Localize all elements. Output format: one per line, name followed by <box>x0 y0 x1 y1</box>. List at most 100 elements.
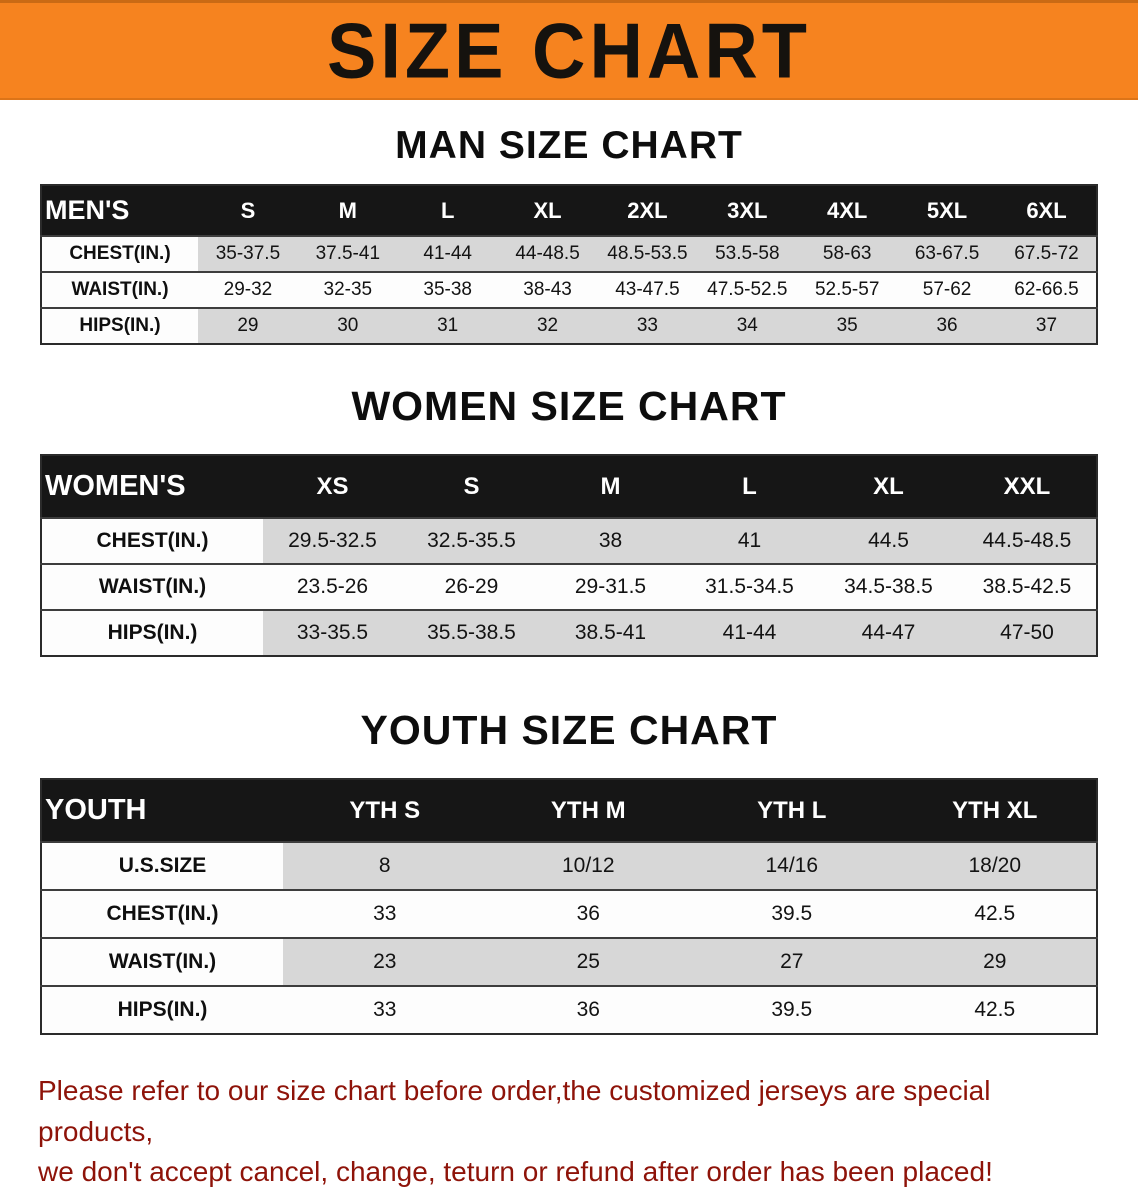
women-size-section: WOMEN SIZE CHART WOMEN'S XS S M L XL XXL CHEST(… <box>0 383 1138 657</box>
measurement-row-label: HIPS(IN.) <box>41 986 283 1034</box>
size-value-cell: 67.5-72 <box>997 236 1097 272</box>
size-column-header: XL <box>873 472 904 500</box>
size-value-cell: 42.5 <box>893 890 1097 938</box>
size-value-cell: 44-48.5 <box>497 236 598 272</box>
size-value-cell: 34 <box>697 308 798 344</box>
banner-title: SIZE CHART <box>327 6 811 94</box>
size-value-cell: 37 <box>997 308 1097 344</box>
size-value-cell: 44-47 <box>819 610 958 656</box>
size-value-cell: 53.5-58 <box>697 236 798 272</box>
measurement-row-label: HIPS(IN.) <box>41 610 263 656</box>
size-chart-banner: SIZE CHART <box>0 0 1138 100</box>
size-value-cell: 43-47.5 <box>597 272 698 308</box>
size-value-cell: 52.5-57 <box>797 272 898 308</box>
measurement-row-label: CHEST(IN.) <box>41 236 198 272</box>
youth-corner-label: YOUTH <box>45 794 147 826</box>
size-value-cell: 31.5-34.5 <box>680 564 819 610</box>
size-column-header: L <box>742 472 757 500</box>
size-value-cell: 39.5 <box>690 986 894 1034</box>
youth-size-section: YOUTH SIZE CHART YOUTH YTH S YTH M YTH L YTH… <box>0 707 1138 1035</box>
size-value-cell: 8 <box>283 842 487 890</box>
size-value-cell: 23 <box>283 938 487 986</box>
size-column-header: YTH S <box>349 796 421 824</box>
measurement-row: WAIST(IN.) 23 25 27 29 <box>41 938 1097 986</box>
size-value-cell: 23.5-26 <box>263 564 402 610</box>
size-value-cell: 44.5 <box>819 518 958 564</box>
size-column-header: XL <box>533 197 562 223</box>
size-column-header: S <box>240 197 256 223</box>
size-column-header: 4XL <box>827 197 868 223</box>
size-column-header: XXL <box>1003 472 1051 500</box>
size-value-cell: 32-35 <box>297 272 398 308</box>
size-column-header: YTH M <box>550 796 626 824</box>
size-value-cell: 37.5-41 <box>297 236 398 272</box>
size-value-cell: 36 <box>486 890 690 938</box>
size-value-cell: 42.5 <box>893 986 1097 1034</box>
size-value-cell: 35.5-38.5 <box>402 610 541 656</box>
size-column-header: 3XL <box>727 197 768 223</box>
size-value-cell: 36 <box>897 308 997 344</box>
women-size-table: WOMEN'S XS S M L XL XXL CHEST(IN.) 29.5-32.5 32.5… <box>40 454 1098 657</box>
youth-size-table: YOUTH YTH S YTH M YTH L YTH XL U.S.SIZE 8 10/12… <box>40 778 1098 1035</box>
size-column-header: 6XL <box>1026 197 1067 223</box>
size-value-cell: 39.5 <box>690 890 894 938</box>
measurement-row-label: CHEST(IN.) <box>41 518 263 564</box>
size-value-cell: 26-29 <box>402 564 541 610</box>
size-value-cell: 35-38 <box>397 272 498 308</box>
size-value-cell: 32 <box>497 308 598 344</box>
footer-line-1: Please refer to our size chart before or… <box>38 1075 991 1147</box>
size-value-cell: 34.5-38.5 <box>819 564 958 610</box>
size-value-cell: 33 <box>283 890 487 938</box>
measurement-row: CHEST(IN.) 29.5-32.5 32.5-35.5 38 41 44.5 44.5… <box>41 518 1097 564</box>
size-column-header: M <box>338 197 357 223</box>
measurement-row: WAIST(IN.) 29-32 32-35 35-38 38-43 43-47.5 47.… <box>41 272 1097 308</box>
men-size-table: MEN'S S M L XL 2XL 3XL 4XL 5XL 6XL CHEST(IN.) 35-37… <box>40 184 1098 345</box>
measurement-row-label: HIPS(IN.) <box>41 308 198 344</box>
size-column-header: 5XL <box>926 197 968 223</box>
men-section-heading: MAN SIZE CHART <box>395 124 743 167</box>
footer-line-2: we don't accept cancel, change, teturn o… <box>38 1156 993 1188</box>
measurement-row: CHEST(IN.) 35-37.5 37.5-41 41-44 44-48.5 48.5… <box>41 236 1097 272</box>
measurement-row: HIPS(IN.) 33 36 39.5 42.5 <box>41 986 1097 1034</box>
women-corner-label: WOMEN'S <box>45 470 186 502</box>
size-value-cell: 48.5-53.5 <box>597 236 698 272</box>
size-value-cell: 35-37.5 <box>198 236 298 272</box>
size-column-header: 2XL <box>627 197 668 223</box>
size-column-header: XS <box>316 472 349 500</box>
size-column-header: YTH XL <box>952 796 1038 824</box>
measurement-row: CHEST(IN.) 33 36 39.5 42.5 <box>41 890 1097 938</box>
size-value-cell: 38 <box>541 518 680 564</box>
size-value-cell: 29-31.5 <box>541 564 680 610</box>
size-value-cell: 38-43 <box>497 272 598 308</box>
size-value-cell: 33 <box>597 308 698 344</box>
size-value-cell: 29 <box>893 938 1097 986</box>
youth-header-row: YOUTH YTH S YTH M YTH L YTH XL <box>41 779 1097 842</box>
measurement-row: HIPS(IN.) 33-35.5 35.5-38.5 38.5-41 41-44 44-… <box>41 610 1097 656</box>
size-value-cell: 44.5-48.5 <box>958 518 1097 564</box>
size-value-cell: 63-67.5 <box>897 236 997 272</box>
size-value-cell: 38.5-41 <box>541 610 680 656</box>
measurement-row: U.S.SIZE 8 10/12 14/16 18/20 <box>41 842 1097 890</box>
women-header-row: WOMEN'S XS S M L XL XXL <box>41 455 1097 518</box>
measurement-row-label: U.S.SIZE <box>41 842 283 890</box>
women-section-heading: WOMEN SIZE CHART <box>351 383 787 429</box>
measurement-row: WAIST(IN.) 23.5-26 26-29 29-31.5 31.5-34.5 34… <box>41 564 1097 610</box>
measurement-row-label: WAIST(IN.) <box>41 938 283 986</box>
size-value-cell: 18/20 <box>893 842 1097 890</box>
size-column-header: L <box>440 197 455 223</box>
size-value-cell: 62-66.5 <box>997 272 1097 308</box>
size-value-cell: 47-50 <box>958 610 1097 656</box>
measurement-row-label: CHEST(IN.) <box>41 890 283 938</box>
men-corner-label: MEN'S <box>45 195 130 225</box>
size-value-cell: 25 <box>486 938 690 986</box>
size-value-cell: 35 <box>797 308 898 344</box>
size-value-cell: 33 <box>283 986 487 1034</box>
size-value-cell: 47.5-52.5 <box>697 272 798 308</box>
size-value-cell: 38.5-42.5 <box>958 564 1097 610</box>
size-value-cell: 10/12 <box>486 842 690 890</box>
measurement-row-label: WAIST(IN.) <box>41 272 198 308</box>
size-column-header: S <box>463 472 480 500</box>
size-value-cell: 29.5-32.5 <box>263 518 402 564</box>
size-value-cell: 41 <box>680 518 819 564</box>
size-value-cell: 58-63 <box>797 236 898 272</box>
